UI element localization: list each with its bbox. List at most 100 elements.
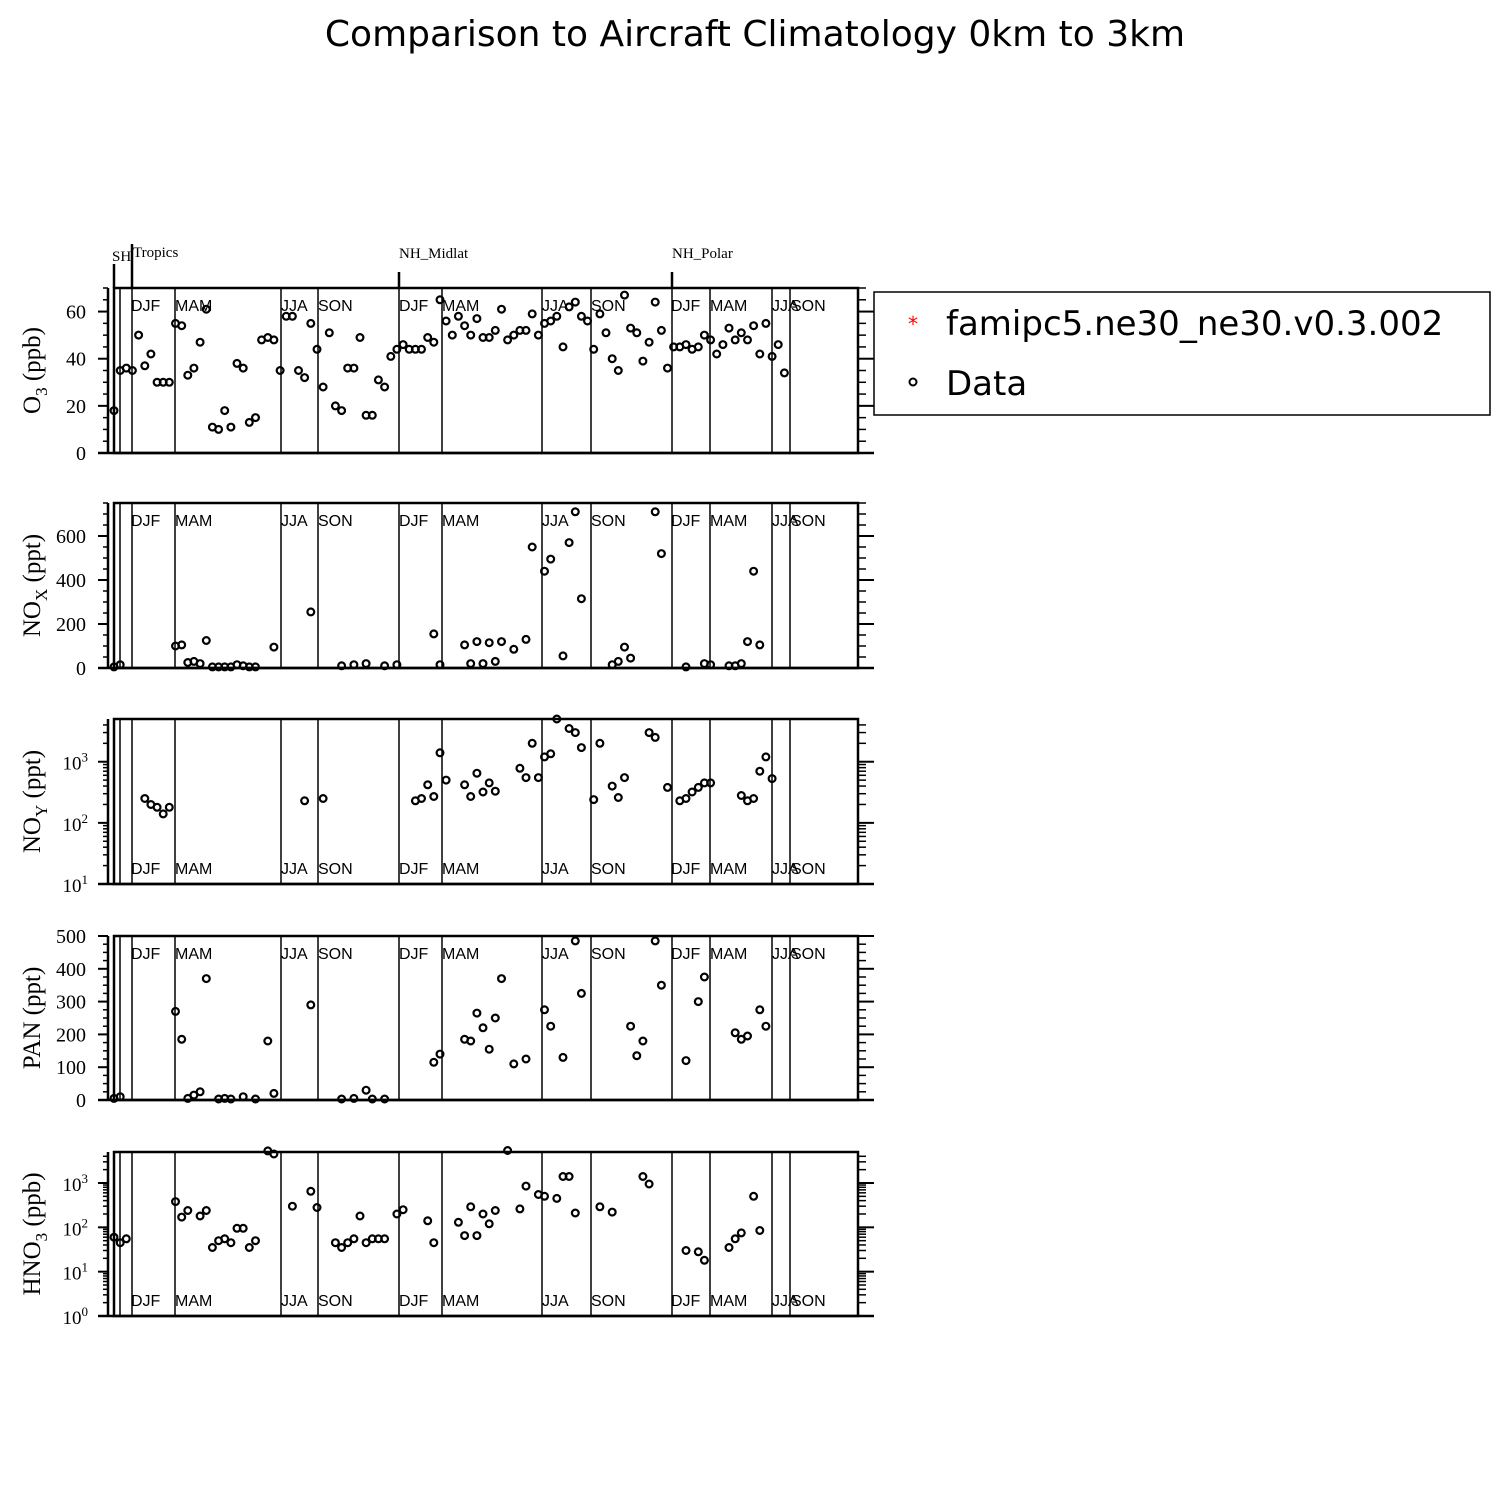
data-point-o3-57	[460, 321, 470, 331]
season-label-noy-0: DJF	[131, 861, 161, 878]
data-point-o3-85	[632, 328, 642, 338]
y-tick-label-pan-1: 100	[56, 1057, 86, 1079]
data-point-o3-96	[699, 330, 709, 340]
data-point-pan-47	[742, 1031, 752, 1041]
data-point-pan-26	[478, 1023, 488, 1033]
data-point-pan-49	[761, 1021, 771, 1031]
y-tick-label-o3-3: 60	[66, 302, 86, 324]
plot-frame-hno3	[112, 1150, 860, 1318]
data-point-hno3-39	[484, 1219, 494, 1229]
data-point-o3-84	[626, 323, 636, 333]
data-point-o3-50	[417, 344, 427, 354]
data-point-hno3-53	[644, 1179, 654, 1189]
legend-data-label: Data	[946, 364, 1027, 404]
data-point-pan-32	[539, 1005, 549, 1015]
data-point-o3-76	[576, 311, 586, 321]
data-point-pan-20	[380, 1094, 390, 1104]
data-point-pan-33	[546, 1021, 556, 1031]
data-point-hno3-40	[490, 1205, 500, 1215]
season-label-noy-2: JJA	[281, 861, 308, 878]
season-label-o3-8: DJF	[671, 298, 701, 315]
data-point-noy-13	[460, 780, 470, 790]
season-label-pan-1: MAM	[175, 946, 212, 963]
season-label-nox-7: SON	[591, 513, 626, 530]
season-label-nox-4: DJF	[399, 513, 429, 530]
data-point-hno3-36	[466, 1202, 476, 1212]
data-point-hno3-13	[238, 1223, 248, 1233]
data-point-noy-33	[619, 773, 629, 783]
data-point-o3-11	[177, 321, 187, 331]
data-point-pan-7	[201, 974, 211, 984]
data-point-o3-31	[300, 373, 310, 383]
season-label-noy-10: JJA	[772, 861, 799, 878]
data-point-o3-71	[546, 316, 556, 326]
data-point-noy-29	[589, 795, 599, 805]
data-point-pan-41	[656, 980, 666, 990]
data-point-nox-33	[521, 634, 531, 644]
data-point-hno3-46	[552, 1193, 562, 1203]
data-point-o3-58	[466, 330, 476, 340]
data-point-nox-20	[361, 659, 371, 669]
data-point-hno3-24	[349, 1234, 359, 1244]
data-point-nox-53	[742, 637, 752, 647]
data-point-o3-33	[312, 344, 322, 354]
data-point-o3-47	[398, 340, 408, 350]
data-point-nox-18	[337, 661, 347, 671]
season-label-nox-0: DJF	[131, 513, 161, 530]
data-point-o3-97	[706, 335, 716, 345]
data-point-hno3-23	[343, 1238, 353, 1248]
data-point-o3-75	[570, 297, 580, 307]
legend-data-marker	[908, 377, 918, 387]
data-point-pan-21	[429, 1057, 439, 1067]
data-point-noy-43	[736, 790, 746, 800]
region-labels: SH Tropics NH_Midlat NH_Polar	[112, 244, 733, 288]
data-point-o3-102	[736, 328, 746, 338]
data-point-hno3-41	[503, 1145, 513, 1155]
y-tick-label-o3-0: 0	[76, 443, 86, 465]
data-point-o3-104	[749, 321, 759, 331]
data-point-pan-17	[349, 1093, 359, 1103]
data-point-noy-3	[158, 809, 168, 819]
legend-model-label: famipc5.ne30_ne30.v0.3.002	[946, 304, 1443, 344]
season-label-o3-5: MAM	[442, 298, 479, 315]
season-label-nox-5: MAM	[442, 513, 479, 530]
season-label-hno3-1: MAM	[175, 1293, 212, 1310]
data-point-noy-21	[527, 738, 537, 748]
data-point-o3-69	[533, 330, 543, 340]
data-point-o3-51	[423, 333, 433, 343]
data-point-o3-55	[447, 330, 457, 340]
data-point-nox-42	[613, 656, 623, 666]
data-point-o3-54	[441, 316, 451, 326]
data-point-o3-43	[373, 375, 383, 385]
data-point-noy-36	[662, 782, 672, 792]
data-point-o3-78	[589, 344, 599, 354]
data-point-o3-4	[134, 330, 144, 340]
data-point-nox-27	[472, 637, 482, 647]
season-label-hno3-10: JJA	[772, 1293, 799, 1310]
y-tick-label-o3-1: 20	[66, 396, 86, 418]
y-tick-label-nox-3: 600	[56, 526, 86, 548]
season-label-pan-5: MAM	[442, 946, 479, 963]
data-point-hno3-11	[226, 1238, 236, 1248]
season-label-noy-9: MAM	[710, 861, 747, 878]
data-point-hno3-42	[515, 1204, 525, 1214]
data-point-o3-90	[662, 363, 672, 373]
data-point-hno3-18	[287, 1201, 297, 1211]
data-point-o3-56	[453, 311, 463, 321]
data-point-hno3-52	[638, 1171, 648, 1181]
data-point-noy-24	[546, 749, 556, 759]
data-point-o3-109	[779, 368, 789, 378]
data-point-nox-45	[650, 507, 660, 517]
data-point-o3-12	[183, 370, 193, 380]
data-point-noy-30	[595, 738, 605, 748]
data-point-o3-63	[497, 304, 507, 314]
data-point-o3-17	[214, 424, 224, 434]
data-point-o3-61	[484, 333, 494, 343]
season-label-o3-11: SON	[791, 298, 826, 315]
data-point-noy-18	[490, 786, 500, 796]
data-point-pan-40	[650, 936, 660, 946]
data-point-hno3-20	[312, 1202, 322, 1212]
data-point-noy-12	[441, 775, 451, 785]
